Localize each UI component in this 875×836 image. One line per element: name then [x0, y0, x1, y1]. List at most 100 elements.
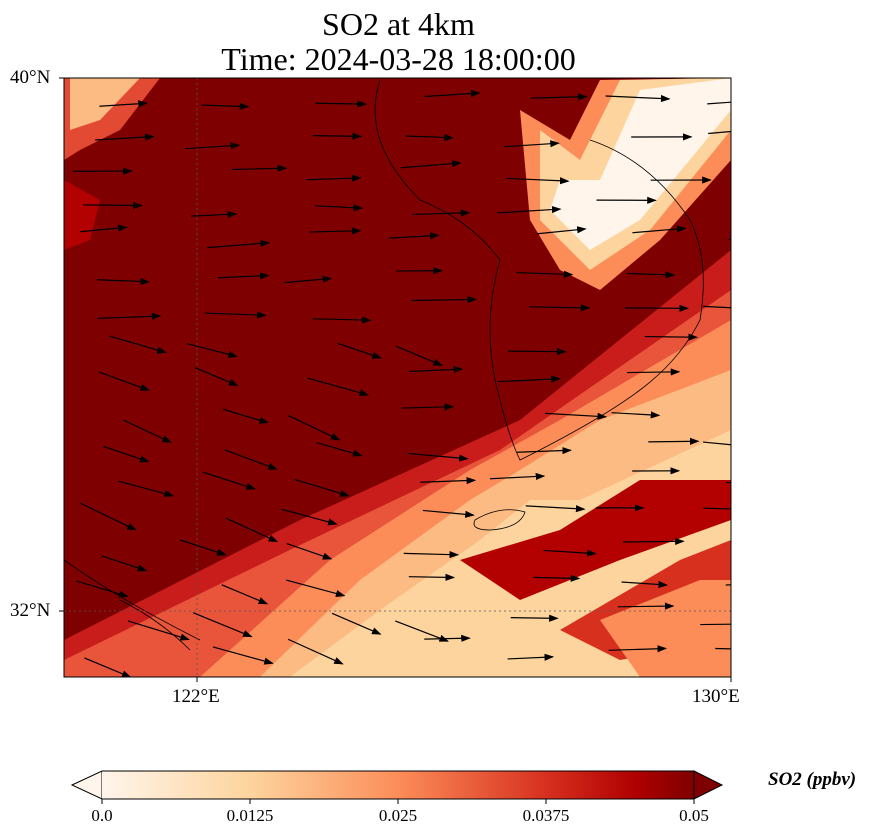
lon-label-122e: 122°E	[172, 686, 220, 707]
colorbar-label: SO2 (ppbv)	[768, 769, 857, 790]
wind-arrow	[424, 89, 481, 98]
wind-arrow	[395, 345, 443, 366]
wind-arrow	[625, 304, 689, 312]
wind-arrow	[545, 412, 608, 420]
wind-arrow	[207, 239, 271, 249]
map-title-line1: SO2 at 4km	[322, 6, 475, 42]
colorbar-tick-label: 0.0	[91, 806, 113, 825]
wind-arrow	[543, 549, 597, 557]
wind-arrow	[76, 580, 129, 598]
wind-arrow	[516, 446, 572, 455]
wind-arrow	[407, 452, 469, 462]
wind-arrow	[309, 227, 362, 235]
wind-arrow	[728, 238, 731, 240]
wind-arrow	[287, 414, 341, 441]
wind-arrow	[754, 343, 801, 344]
wind-arrow	[224, 449, 278, 470]
wind-arrow	[201, 102, 250, 110]
wind-arrow	[608, 645, 667, 653]
wind-arrow	[533, 574, 581, 582]
wind-arrow	[127, 620, 190, 641]
wind-arrow	[401, 403, 455, 411]
wind-arrow	[497, 205, 562, 214]
wind-arrow	[621, 580, 669, 589]
wind-arrow	[725, 481, 731, 484]
wind-arrow	[424, 634, 471, 642]
wind-arrow	[122, 419, 172, 443]
wind-arrow	[508, 348, 567, 356]
wind-arrow	[388, 232, 440, 240]
wind-arrow	[516, 270, 574, 278]
wind-arrow	[622, 537, 685, 546]
wind-arrow	[306, 174, 362, 182]
wind-arrow	[185, 142, 241, 150]
wind-arrow	[118, 480, 174, 497]
wind-arrow	[537, 226, 587, 235]
map-title-line2: Time: 2024-03-28 18:00:00	[221, 41, 576, 77]
wind-arrow	[287, 638, 344, 665]
wind-arrow	[529, 304, 591, 312]
wind-arrow	[648, 437, 700, 445]
colorbar-tick-label: 0.025	[378, 806, 418, 825]
wind-arrow	[192, 612, 253, 638]
wind-arrow	[406, 133, 454, 142]
wind-arrow	[707, 101, 731, 105]
wind-arrow	[394, 620, 449, 642]
wind-arrow	[316, 442, 363, 457]
wind-arrow	[626, 271, 676, 279]
wind-arrow	[212, 646, 274, 665]
wind-arrow	[331, 612, 382, 635]
wind-arrow	[420, 476, 477, 485]
wind-arrow	[80, 224, 128, 233]
wind-arrow	[186, 342, 238, 358]
lon-label-130e: 130°E	[692, 686, 740, 707]
wind-arrow	[703, 305, 731, 309]
wind-arrow	[708, 130, 731, 135]
wind-arrow	[190, 210, 238, 219]
wind-arrow	[403, 550, 460, 559]
wind-arrow	[101, 555, 148, 572]
wind-arrow	[703, 441, 731, 446]
wind-arrow	[507, 653, 555, 661]
wind-arrow	[715, 647, 731, 650]
colorbar	[70, 770, 724, 804]
wind-arrow	[312, 316, 372, 324]
wind-arrow	[221, 584, 269, 605]
wind-arrow	[409, 365, 464, 374]
lat-label-40n: 40°N	[10, 67, 51, 88]
wind-arrow	[222, 408, 270, 424]
wind-arrow	[744, 377, 794, 379]
wind-arrow	[95, 133, 155, 141]
wind-arrow	[286, 542, 333, 560]
wind-arrow	[510, 614, 559, 622]
wind-arrow	[312, 132, 363, 140]
wind-arrow	[284, 275, 333, 284]
wind-arrow	[644, 333, 698, 341]
wind-arrow	[109, 335, 167, 354]
wind-arrow	[605, 94, 671, 103]
wind-arrow	[725, 584, 731, 586]
wind-arrow	[103, 445, 150, 463]
wind-arrow	[408, 573, 456, 581]
wind-arrow	[194, 366, 239, 387]
wind-arrow	[202, 471, 256, 490]
wind-arrow	[315, 100, 368, 108]
wind-arrow	[225, 517, 279, 543]
colorbar-extend-max	[693, 770, 724, 800]
wind-arrow	[611, 411, 661, 419]
wind-arrow	[740, 214, 790, 215]
wind-arrow	[179, 539, 227, 556]
wind-arrow	[400, 160, 462, 169]
wind-arrow	[617, 602, 675, 610]
wind-arrow	[280, 508, 338, 526]
wind-arrow	[217, 272, 270, 280]
wind-arrow	[737, 546, 791, 550]
colorbar-body	[102, 771, 694, 799]
wind-arrow	[82, 201, 143, 210]
wind-arrow	[286, 579, 346, 598]
wind-arrow	[84, 657, 132, 677]
wind-arrow	[411, 295, 478, 304]
colorbar-tick-label: 0.0125	[226, 806, 274, 825]
wind-arrow	[294, 478, 350, 497]
